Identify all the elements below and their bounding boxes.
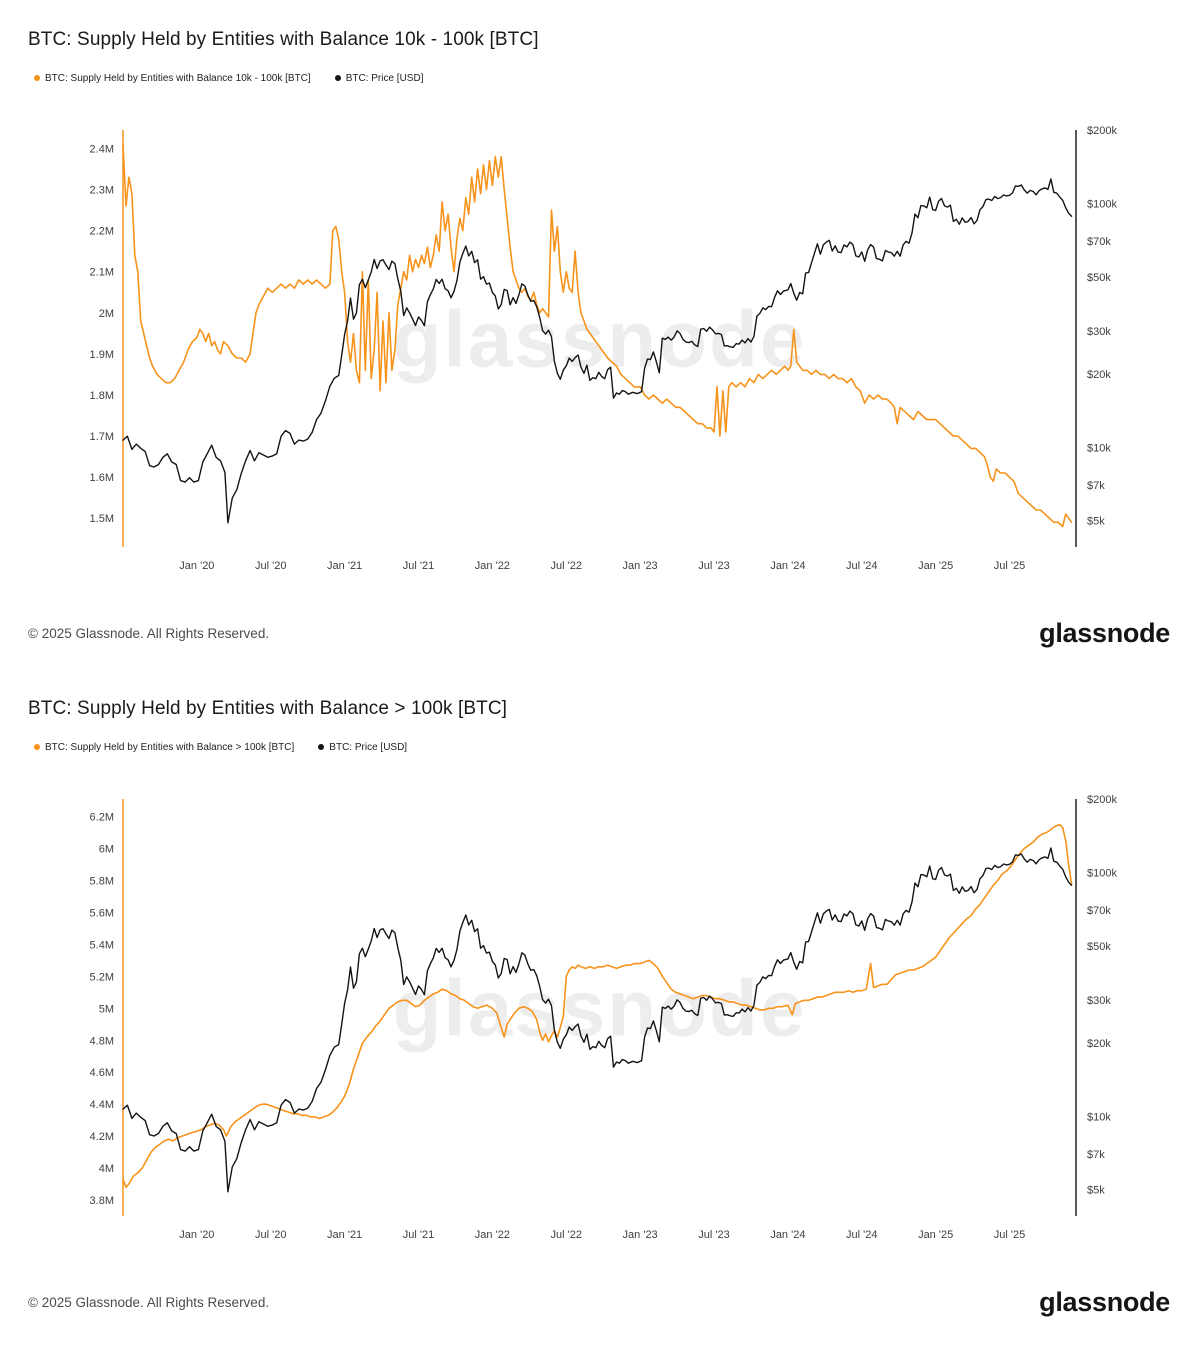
right-axis-tick-label: $5k — [1087, 1185, 1105, 1197]
right-axis-tick-label: $10k — [1087, 442, 1111, 454]
x-axis-tick-label: Jan '23 — [623, 1229, 658, 1241]
x-axis-tick-label: Jul '24 — [846, 560, 877, 572]
right-axis-tick-label: $100k — [1087, 867, 1117, 879]
chart-title: BTC: Supply Held by Entities with Balanc… — [28, 29, 539, 50]
legend-item-supply[interactable]: BTC: Supply Held by Entities with Balanc… — [34, 73, 311, 84]
left-axis-tick-label: 1.9M — [90, 349, 114, 361]
right-axis-tick-label: $100k — [1087, 198, 1117, 210]
chart-section-over-100k: BTC: Supply Held by Entities with Balanc… — [0, 649, 1200, 1318]
left-axis-tick-label: 3.8M — [90, 1195, 114, 1207]
x-axis-tick-label: Jan '20 — [179, 1229, 214, 1241]
x-axis-tick-label: Jan '23 — [623, 560, 658, 572]
left-axis-tick-label: 2.4M — [90, 143, 114, 155]
left-axis-tick-label: 2.1M — [90, 267, 114, 279]
x-axis-tick-label: Jan '22 — [475, 1229, 510, 1241]
x-axis-tick-label: Jul '25 — [994, 560, 1025, 572]
price-series-swatch-icon — [334, 75, 341, 81]
price-line — [122, 178, 1073, 524]
left-axis-tick-label: 2.2M — [90, 226, 114, 238]
page-root: BTC: Supply Held by Entities with Balanc… — [0, 0, 1200, 1318]
x-axis-tick-label: Jul '25 — [994, 1229, 1025, 1241]
left-axis-tick-label: 4.2M — [90, 1131, 114, 1143]
chart-legend: BTC: Supply Held by Entities with Balanc… — [34, 72, 1200, 84]
glassnode-watermark: glassnode — [393, 964, 807, 1053]
x-axis-tick-label: Jan '24 — [770, 560, 805, 572]
price-series-label: BTC: Price [USD] — [345, 72, 424, 84]
x-axis-tick-label: Jul '23 — [698, 560, 729, 572]
left-axis-tick-label: 2M — [99, 308, 114, 320]
x-axis-tick-label: Jul '23 — [698, 1229, 729, 1241]
supply-line — [122, 823, 1073, 1189]
x-axis-tick-label: Jan '24 — [770, 1229, 805, 1241]
x-axis-tick-label: Jul '24 — [846, 1229, 877, 1241]
right-axis-tick-label: $7k — [1087, 480, 1105, 492]
x-axis-tick-label: Jul '22 — [551, 560, 582, 572]
copyright-text: © 2025 Glassnode. All Rights Reserved. — [28, 1295, 270, 1310]
right-axis-tick-label: $200k — [1087, 794, 1117, 806]
chart-section-10k-100k: BTC: Supply Held by Entities with Balanc… — [0, 0, 1200, 649]
x-axis-tick-label: Jan '22 — [475, 560, 510, 572]
left-axis-tick-label: 5.8M — [90, 875, 114, 887]
price-series-swatch-icon — [318, 744, 325, 750]
supply-series-label: BTC: Supply Held by Entities with Balanc… — [45, 72, 311, 84]
left-axis-tick-label: 1.6M — [90, 472, 114, 484]
left-axis-tick-label: 6.2M — [90, 812, 114, 824]
left-axis-tick-label: 1.5M — [90, 513, 114, 525]
x-axis-tick-label: Jan '20 — [179, 560, 214, 572]
left-axis-tick-label: 4.4M — [90, 1099, 114, 1111]
x-axis-tick-label: Jul '20 — [255, 560, 286, 572]
chart-title: BTC: Supply Held by Entities with Balanc… — [28, 698, 508, 719]
left-axis-tick-label: 5M — [99, 1003, 114, 1015]
x-axis-tick-label: Jan '25 — [918, 560, 953, 572]
left-axis-tick-label: 5.4M — [90, 939, 114, 951]
right-axis-tick-label: $30k — [1087, 995, 1111, 1007]
price-line — [122, 847, 1073, 1193]
right-axis-tick-label: $30k — [1087, 326, 1111, 338]
right-axis-tick-label: $20k — [1087, 369, 1111, 381]
price-series-label: BTC: Price [USD] — [329, 741, 408, 753]
left-axis-tick-label: 6M — [99, 844, 114, 856]
x-axis-tick-label: Jan '21 — [327, 1229, 362, 1241]
supply-line — [122, 143, 1073, 528]
glassnode-watermark: glassnode — [393, 295, 807, 384]
right-axis-tick-label: $7k — [1087, 1149, 1105, 1161]
left-axis-tick-label: 5.6M — [90, 907, 114, 919]
right-axis-tick-label: $70k — [1087, 905, 1111, 917]
x-axis-tick-label: Jul '21 — [403, 1229, 434, 1241]
left-axis-tick-label: 1.8M — [90, 390, 114, 402]
x-axis-tick-label: Jul '20 — [255, 1229, 286, 1241]
supply-series-swatch-icon — [34, 744, 40, 750]
left-axis-tick-label: 1.7M — [90, 431, 114, 443]
supply-10k-100k-line-chart[interactable]: glassnode 1.5M 1.6M 1.7M 1.8M 1.9M 2M 2.1M 2.2M 2… — [0, 92, 1200, 592]
legend-item-price[interactable]: BTC: Price [USD] — [334, 72, 424, 84]
supply-series-label: BTC: Supply Held by Entities with Balanc… — [45, 741, 295, 753]
left-axis-tick-label: 5.2M — [90, 971, 114, 983]
right-axis-tick-label: $70k — [1087, 236, 1111, 248]
x-axis-tick-label: Jan '21 — [327, 560, 362, 572]
left-axis-tick-label: 4.8M — [90, 1035, 114, 1047]
x-axis-tick-label: Jan '25 — [918, 1229, 953, 1241]
right-axis-tick-label: $200k — [1087, 125, 1117, 137]
left-axis-tick-label: 4M — [99, 1163, 114, 1175]
right-axis-tick-label: $50k — [1087, 941, 1111, 953]
x-axis-tick-label: Jul '21 — [403, 560, 434, 572]
chart-footer: © 2025 Glassnode. All Rights Reserved. g… — [28, 618, 1170, 649]
right-axis-tick-label: $5k — [1087, 516, 1105, 528]
legend-item-supply[interactable]: BTC: Supply Held by Entities with Balanc… — [34, 742, 294, 753]
chart-footer: © 2025 Glassnode. All Rights Reserved. g… — [28, 1287, 1170, 1318]
x-axis-tick-label: Jul '22 — [551, 1229, 582, 1241]
supply-series-swatch-icon — [34, 75, 40, 81]
right-axis-tick-label: $50k — [1087, 272, 1111, 284]
glassnode-logo: glassnode — [1039, 618, 1170, 648]
right-axis-tick-label: $10k — [1087, 1111, 1111, 1123]
supply-over-100k-line-chart[interactable]: glassnode 3.8M 4M 4.2M 4.4M 4.6M 4.8M 5M 5.2M 5.4… — [0, 761, 1200, 1261]
legend-item-price[interactable]: BTC: Price [USD] — [318, 742, 407, 753]
chart-legend: BTC: Supply Held by Entities with Balanc… — [34, 741, 1200, 753]
left-axis-tick-label: 4.6M — [90, 1067, 114, 1079]
right-axis-tick-label: $20k — [1087, 1038, 1111, 1050]
glassnode-logo: glassnode — [1039, 1287, 1170, 1317]
left-axis-tick-label: 2.3M — [90, 185, 114, 197]
copyright-text: © 2025 Glassnode. All Rights Reserved. — [28, 626, 270, 641]
